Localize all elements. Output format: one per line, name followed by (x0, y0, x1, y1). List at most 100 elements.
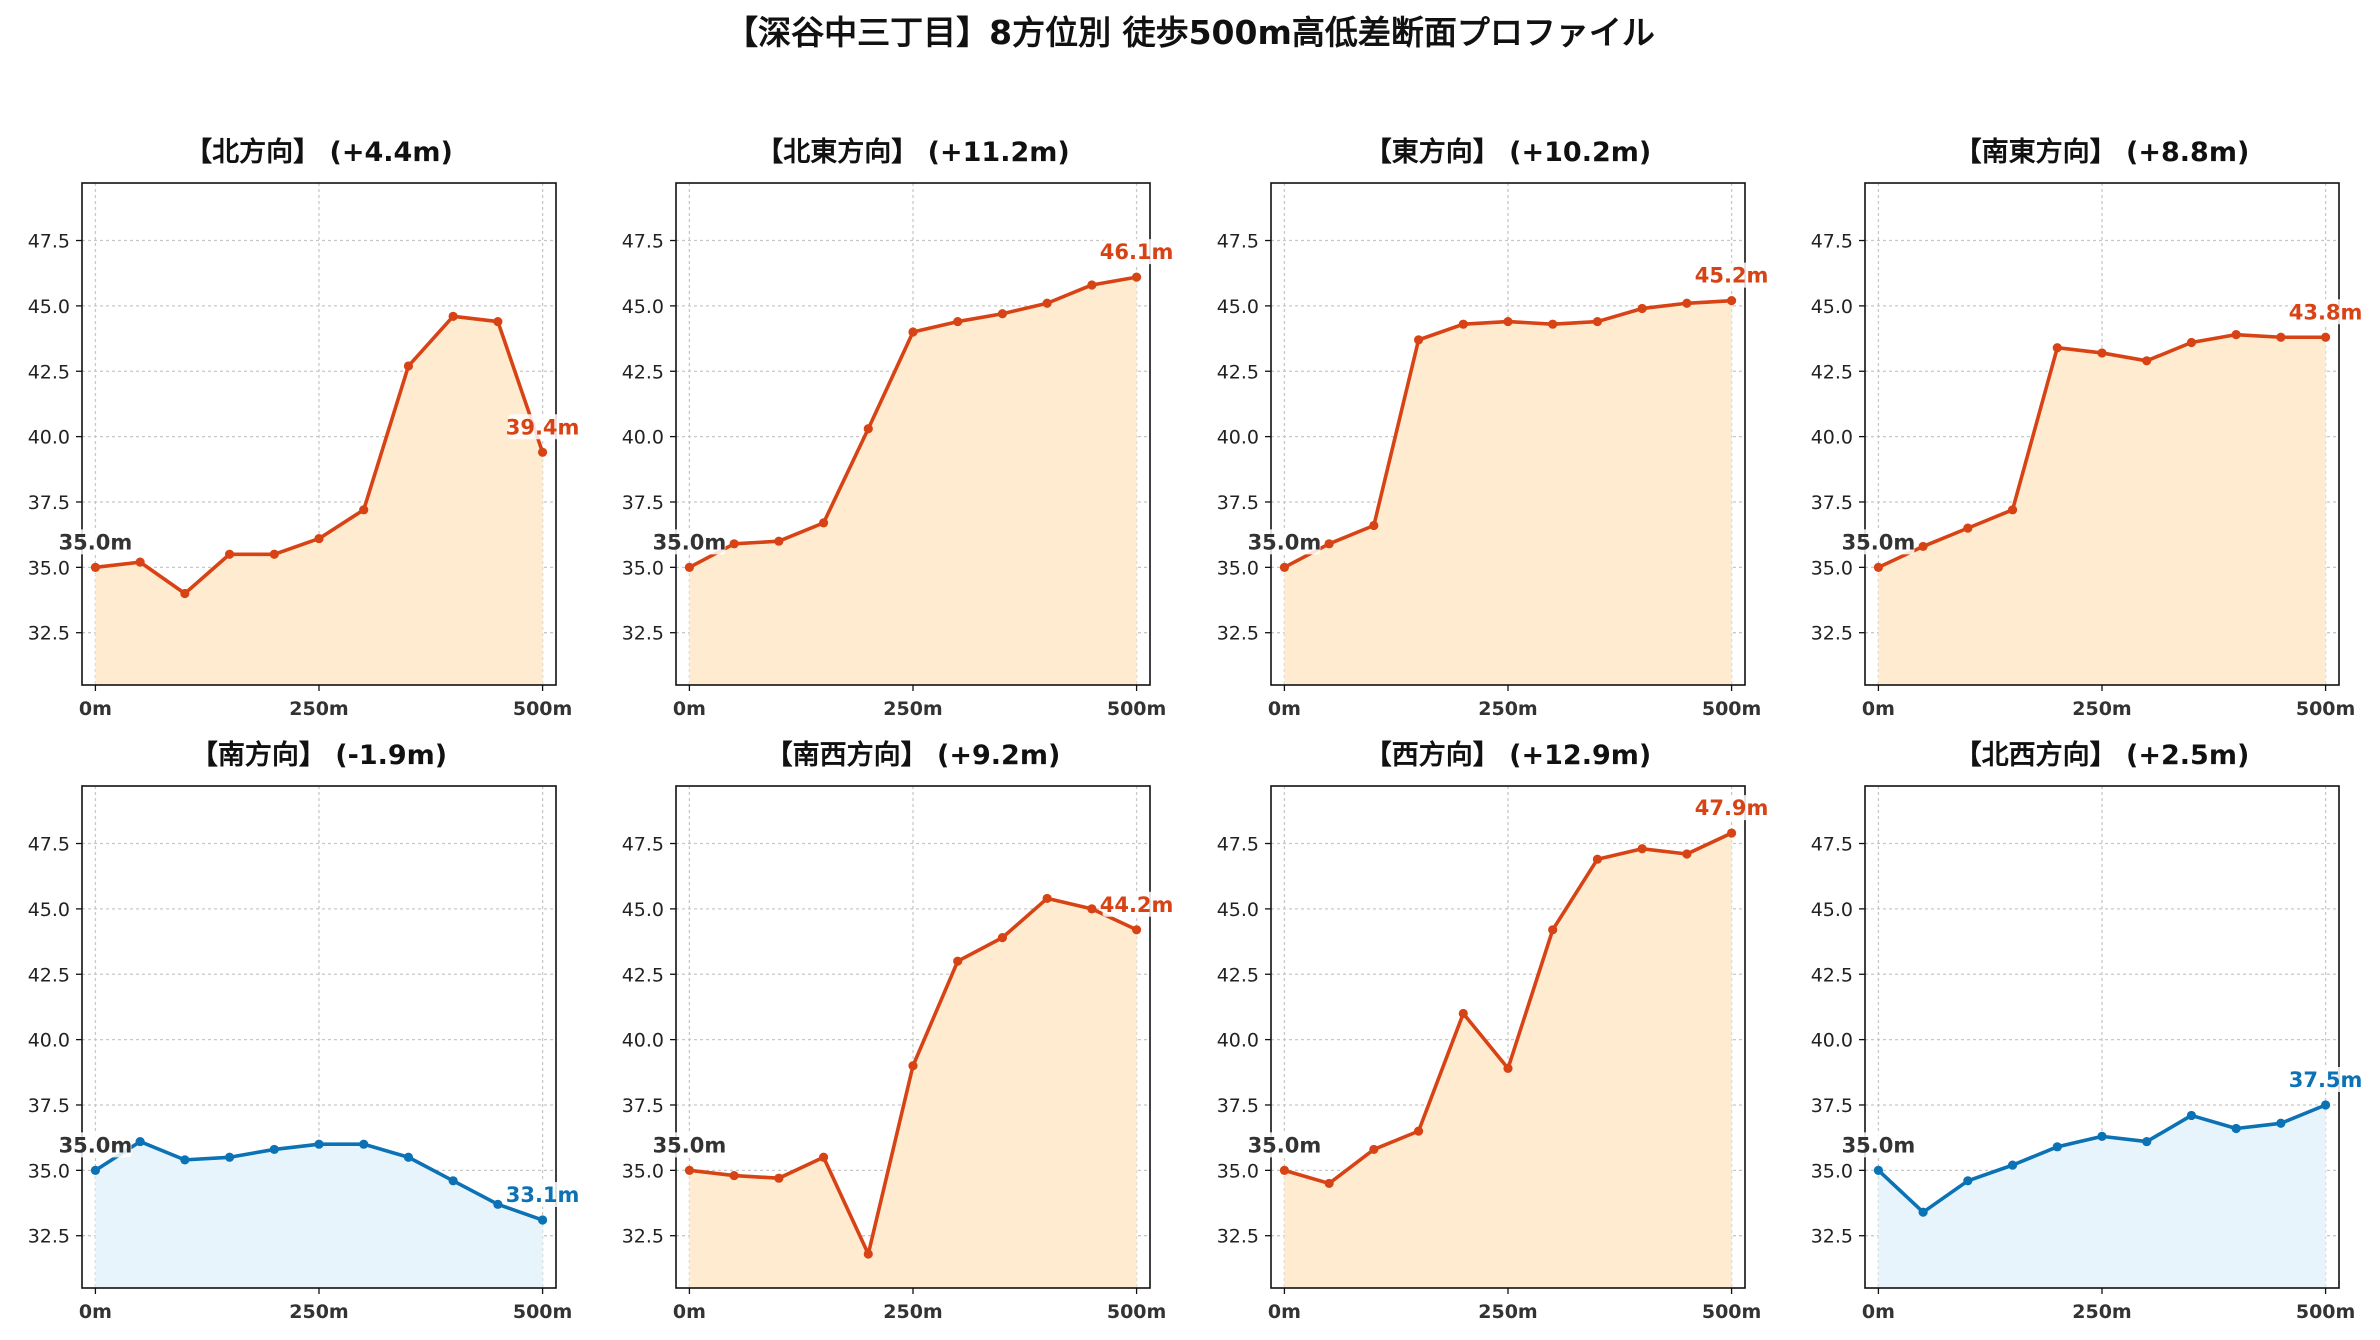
x-tick-label: 500m (1702, 698, 1761, 720)
data-point (2186, 1110, 2197, 1121)
y-tick-label: 47.5 (622, 231, 664, 253)
start-value-label: 35.0m (1248, 1133, 1322, 1157)
x-tick-label: 250m (2072, 1301, 2131, 1323)
elevation-area (1878, 334, 2326, 685)
y-tick-label: 40.0 (1217, 1030, 1259, 1052)
end-label-box (508, 1182, 579, 1208)
start-label-box (1250, 1132, 1321, 1158)
data-point (2007, 505, 2018, 515)
x-tick-label: 0m (673, 698, 706, 720)
x-tick-label: 500m (1107, 1301, 1166, 1323)
data-point (818, 1152, 829, 1162)
data-point (493, 1199, 503, 1209)
elevation-area (95, 1141, 543, 1288)
y-tick-label: 35.0 (1811, 557, 1853, 579)
y-tick-label: 37.5 (622, 1095, 664, 1117)
y-tick-label: 40.0 (28, 1030, 70, 1052)
data-point (2320, 1100, 2331, 1110)
data-point (2276, 1118, 2286, 1128)
data-point (1637, 303, 1647, 314)
data-point (1369, 1144, 1379, 1155)
data-point (2097, 1131, 2107, 1141)
data-point (2186, 337, 2197, 348)
data-point (2231, 330, 2241, 340)
data-point (403, 361, 414, 371)
data-point (1087, 904, 1097, 914)
x-tick-label: 0m (673, 1301, 706, 1323)
data-point (2007, 1160, 2018, 1170)
data-point (818, 518, 829, 528)
data-point (953, 956, 963, 966)
panel-title: 【南東方向】 (+8.8m) (1955, 136, 2250, 168)
y-tick-label: 32.5 (1811, 1226, 1853, 1248)
start-label-box (1844, 529, 1915, 555)
data-point (729, 1170, 739, 1181)
y-tick-label: 47.5 (622, 834, 664, 856)
panel-title: 【東方向】 (+10.2m) (1365, 136, 1651, 168)
data-point (314, 533, 324, 544)
y-tick-label: 40.0 (622, 427, 664, 449)
start-value-label: 35.0m (59, 530, 133, 554)
y-tick-label: 37.5 (1217, 1095, 1259, 1117)
y-tick-label: 35.0 (622, 1160, 664, 1182)
data-point (180, 1155, 190, 1165)
data-point (1548, 925, 1558, 935)
data-point (1503, 316, 1513, 327)
elevation-area (689, 898, 1137, 1288)
x-tick-label: 250m (883, 1301, 942, 1323)
data-point (863, 424, 873, 434)
data-point (537, 447, 548, 457)
data-point (1918, 541, 1928, 552)
x-tick-label: 250m (289, 698, 348, 720)
start-label-box (61, 529, 132, 555)
data-point (863, 1249, 873, 1259)
data-point (908, 327, 918, 337)
x-tick-label: 500m (1107, 698, 1166, 720)
y-tick-label: 32.5 (28, 623, 70, 645)
x-tick-label: 250m (1478, 1301, 1537, 1323)
x-tick-label: 500m (1702, 1301, 1761, 1323)
y-tick-label: 47.5 (1811, 834, 1853, 856)
data-point (2052, 1142, 2062, 1152)
start-label-box (1844, 1132, 1915, 1158)
data-point (224, 549, 235, 559)
data-point (448, 311, 458, 321)
start-value-label: 35.0m (1842, 530, 1916, 554)
x-tick-label: 500m (2296, 698, 2355, 720)
y-tick-label: 45.0 (622, 899, 664, 921)
start-label-box (1250, 529, 1321, 555)
x-tick-label: 0m (1862, 1301, 1895, 1323)
y-tick-label: 32.5 (622, 623, 664, 645)
data-point (1458, 1008, 1468, 1019)
panel-grid: 【北方向】 (+4.4m) 32.5 35.0 37.5 40.0 42.5 45.0 47.… (28, 136, 2363, 1323)
y-tick-label: 40.0 (1811, 427, 1853, 449)
y-tick-label: 32.5 (28, 1226, 70, 1248)
end-value-label: 37.5m (2289, 1068, 2363, 1092)
start-label-box (655, 1132, 726, 1158)
y-tick-label: 47.5 (28, 834, 70, 856)
end-label-box (1697, 262, 1768, 288)
data-point (1131, 925, 1142, 935)
data-point (90, 562, 101, 572)
elevation-area (1284, 833, 1732, 1288)
end-label-box (508, 414, 579, 440)
data-point (269, 549, 279, 559)
y-tick-label: 42.5 (1217, 964, 1259, 986)
data-point (2142, 356, 2152, 366)
y-tick-label: 32.5 (1811, 623, 1853, 645)
y-tick-label: 45.0 (28, 296, 70, 318)
end-value-label: 45.2m (1695, 264, 1769, 288)
data-point (1369, 520, 1379, 531)
data-point (774, 536, 784, 546)
start-label-box (61, 1132, 132, 1158)
panel-8: 【北西方向】 (+2.5m) 32.5 35.0 37.5 40.0 42.5 45.0 47… (1811, 739, 2363, 1323)
data-point (1503, 1063, 1513, 1073)
data-point (684, 1165, 695, 1175)
panel-6: 【南西方向】 (+9.2m) 32.5 35.0 37.5 40.0 42.5 45.0 47… (622, 739, 1174, 1323)
x-tick-label: 500m (513, 698, 572, 720)
data-point (953, 316, 963, 327)
end-value-label: 43.8m (2289, 300, 2363, 324)
data-point (997, 309, 1008, 319)
elevation-area (689, 277, 1137, 685)
